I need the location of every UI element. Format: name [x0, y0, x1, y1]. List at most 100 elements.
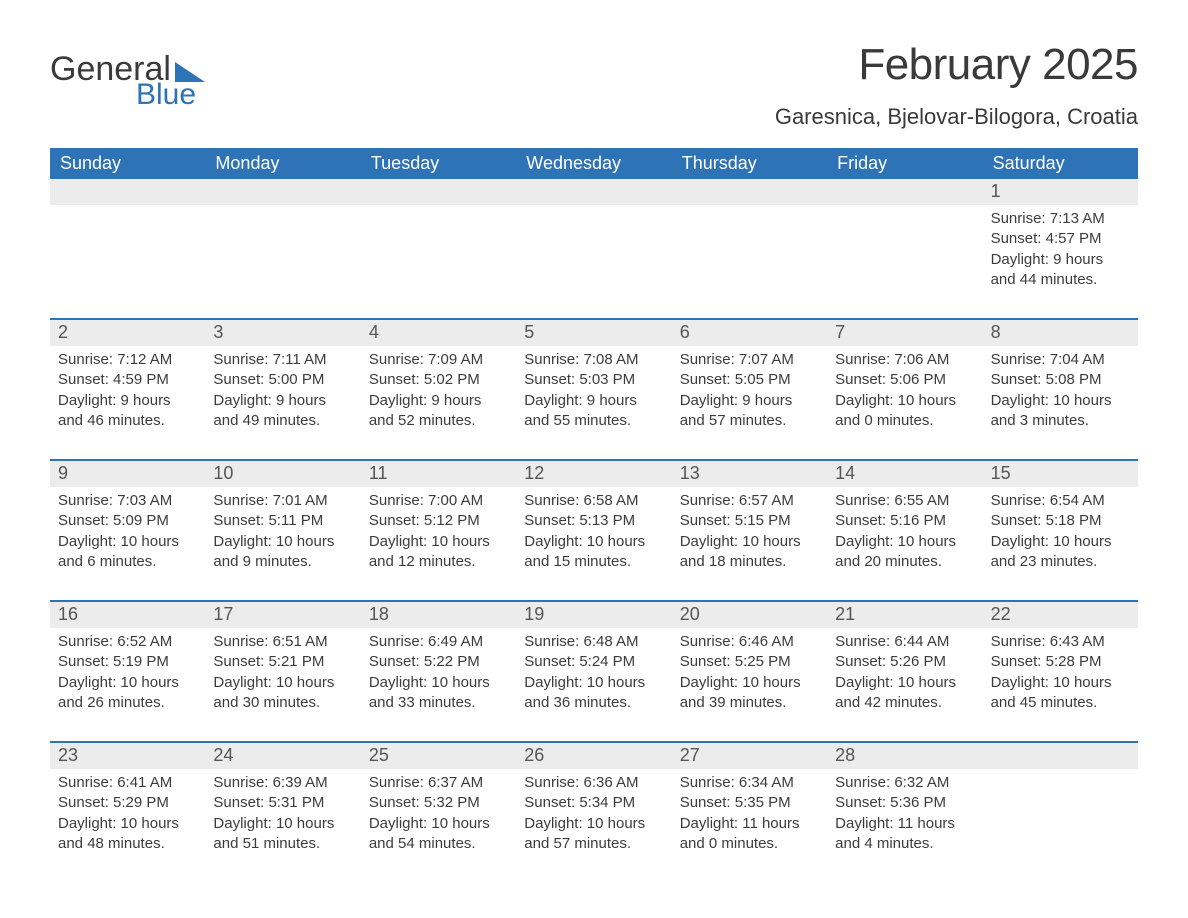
sunrise-line: Sunrise: 7:06 AM	[835, 350, 974, 370]
day-cell: Sunrise: 6:57 AMSunset: 5:15 PMDaylight:…	[672, 487, 827, 582]
daylight-line: Daylight: 9 hours and 57 minutes.	[680, 391, 819, 432]
day-cell	[361, 205, 516, 300]
day-number: 1	[983, 179, 1138, 205]
daynum-strip: 2345678	[50, 320, 1138, 346]
week-row: 9101112131415Sunrise: 7:03 AMSunset: 5:0…	[50, 459, 1138, 582]
daylight-line: Daylight: 10 hours and 23 minutes.	[991, 532, 1130, 573]
daylight-line: Daylight: 10 hours and 15 minutes.	[524, 532, 663, 573]
sunset-line: Sunset: 5:22 PM	[369, 652, 508, 672]
day-number: 25	[361, 743, 516, 769]
sunset-line: Sunset: 5:36 PM	[835, 793, 974, 813]
sunset-line: Sunset: 5:28 PM	[991, 652, 1130, 672]
day-cell: Sunrise: 7:09 AMSunset: 5:02 PMDaylight:…	[361, 346, 516, 441]
daynum-strip: 232425262728	[50, 743, 1138, 769]
day-number: 20	[672, 602, 827, 628]
dow-monday: Monday	[205, 148, 360, 179]
day-number: 23	[50, 743, 205, 769]
day-number: 13	[672, 461, 827, 487]
dow-saturday: Saturday	[983, 148, 1138, 179]
sunrise-line: Sunrise: 7:03 AM	[58, 491, 197, 511]
sunset-line: Sunset: 5:16 PM	[835, 511, 974, 531]
day-number: 27	[672, 743, 827, 769]
sunset-line: Sunset: 5:03 PM	[524, 370, 663, 390]
daylight-line: Daylight: 11 hours and 4 minutes.	[835, 814, 974, 855]
day-number: 19	[516, 602, 671, 628]
day-number	[827, 179, 982, 205]
daylight-line: Daylight: 10 hours and 3 minutes.	[991, 391, 1130, 432]
sunrise-line: Sunrise: 6:37 AM	[369, 773, 508, 793]
sunrise-line: Sunrise: 7:11 AM	[213, 350, 352, 370]
sunrise-line: Sunrise: 7:08 AM	[524, 350, 663, 370]
day-number: 8	[983, 320, 1138, 346]
sunset-line: Sunset: 5:02 PM	[369, 370, 508, 390]
day-cell: Sunrise: 6:49 AMSunset: 5:22 PMDaylight:…	[361, 628, 516, 723]
sunset-line: Sunset: 5:00 PM	[213, 370, 352, 390]
daylight-line: Daylight: 10 hours and 33 minutes.	[369, 673, 508, 714]
sunset-line: Sunset: 5:31 PM	[213, 793, 352, 813]
dow-tuesday: Tuesday	[361, 148, 516, 179]
logo: General Blue	[50, 52, 205, 110]
sunset-line: Sunset: 5:29 PM	[58, 793, 197, 813]
sunrise-line: Sunrise: 7:04 AM	[991, 350, 1130, 370]
sunrise-line: Sunrise: 6:41 AM	[58, 773, 197, 793]
day-cell: Sunrise: 7:13 AMSunset: 4:57 PMDaylight:…	[983, 205, 1138, 300]
day-number: 26	[516, 743, 671, 769]
day-cell: Sunrise: 6:34 AMSunset: 5:35 PMDaylight:…	[672, 769, 827, 864]
daylight-line: Daylight: 9 hours and 46 minutes.	[58, 391, 197, 432]
day-number: 14	[827, 461, 982, 487]
day-cell: Sunrise: 6:41 AMSunset: 5:29 PMDaylight:…	[50, 769, 205, 864]
sunrise-line: Sunrise: 6:54 AM	[991, 491, 1130, 511]
day-number: 2	[50, 320, 205, 346]
sunset-line: Sunset: 5:25 PM	[680, 652, 819, 672]
week-row: 16171819202122Sunrise: 6:52 AMSunset: 5:…	[50, 600, 1138, 723]
daylight-line: Daylight: 9 hours and 49 minutes.	[213, 391, 352, 432]
sunrise-line: Sunrise: 6:39 AM	[213, 773, 352, 793]
day-number: 11	[361, 461, 516, 487]
dow-friday: Friday	[827, 148, 982, 179]
sunset-line: Sunset: 5:21 PM	[213, 652, 352, 672]
day-number	[361, 179, 516, 205]
sunrise-line: Sunrise: 6:44 AM	[835, 632, 974, 652]
sunrise-line: Sunrise: 7:09 AM	[369, 350, 508, 370]
dow-wednesday: Wednesday	[516, 148, 671, 179]
day-cell: Sunrise: 6:32 AMSunset: 5:36 PMDaylight:…	[827, 769, 982, 864]
daylight-line: Daylight: 10 hours and 36 minutes.	[524, 673, 663, 714]
sunset-line: Sunset: 5:35 PM	[680, 793, 819, 813]
sunset-line: Sunset: 5:06 PM	[835, 370, 974, 390]
sunrise-line: Sunrise: 6:55 AM	[835, 491, 974, 511]
sunrise-line: Sunrise: 6:49 AM	[369, 632, 508, 652]
day-cell	[516, 205, 671, 300]
sunrise-line: Sunrise: 6:32 AM	[835, 773, 974, 793]
day-number: 16	[50, 602, 205, 628]
day-cell: Sunrise: 6:43 AMSunset: 5:28 PMDaylight:…	[983, 628, 1138, 723]
sunset-line: Sunset: 5:05 PM	[680, 370, 819, 390]
day-number	[205, 179, 360, 205]
daylight-line: Daylight: 11 hours and 0 minutes.	[680, 814, 819, 855]
day-cell	[50, 205, 205, 300]
day-cell: Sunrise: 7:06 AMSunset: 5:06 PMDaylight:…	[827, 346, 982, 441]
day-cell	[827, 205, 982, 300]
day-number: 24	[205, 743, 360, 769]
day-cell: Sunrise: 7:03 AMSunset: 5:09 PMDaylight:…	[50, 487, 205, 582]
day-number: 15	[983, 461, 1138, 487]
sunrise-line: Sunrise: 6:43 AM	[991, 632, 1130, 652]
day-cell: Sunrise: 6:46 AMSunset: 5:25 PMDaylight:…	[672, 628, 827, 723]
day-number	[672, 179, 827, 205]
day-cell: Sunrise: 6:39 AMSunset: 5:31 PMDaylight:…	[205, 769, 360, 864]
daylight-line: Daylight: 10 hours and 12 minutes.	[369, 532, 508, 573]
daylight-line: Daylight: 10 hours and 18 minutes.	[680, 532, 819, 573]
week-row: 1Sunrise: 7:13 AMSunset: 4:57 PMDaylight…	[50, 179, 1138, 300]
day-cell: Sunrise: 7:12 AMSunset: 4:59 PMDaylight:…	[50, 346, 205, 441]
day-number: 21	[827, 602, 982, 628]
sunrise-line: Sunrise: 6:57 AM	[680, 491, 819, 511]
day-cell	[205, 205, 360, 300]
day-number: 12	[516, 461, 671, 487]
day-cell: Sunrise: 7:04 AMSunset: 5:08 PMDaylight:…	[983, 346, 1138, 441]
daylight-line: Daylight: 10 hours and 51 minutes.	[213, 814, 352, 855]
day-number: 28	[827, 743, 982, 769]
day-of-week-header: SundayMondayTuesdayWednesdayThursdayFrid…	[50, 148, 1138, 179]
sunset-line: Sunset: 4:57 PM	[991, 229, 1130, 249]
sunset-line: Sunset: 4:59 PM	[58, 370, 197, 390]
daylight-line: Daylight: 10 hours and 9 minutes.	[213, 532, 352, 573]
sunset-line: Sunset: 5:18 PM	[991, 511, 1130, 531]
